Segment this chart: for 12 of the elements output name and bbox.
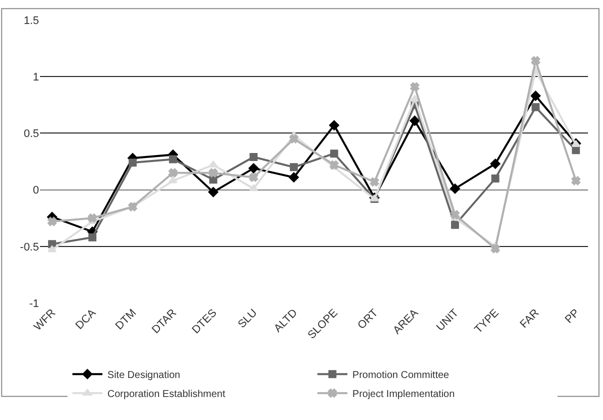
legend-label: Site Designation xyxy=(107,370,180,381)
y-tick-label: -1 xyxy=(29,298,39,310)
legend-label: Promotion Committee xyxy=(352,370,450,381)
y-tick-label: 1.5 xyxy=(24,14,39,27)
legend-label: Corporation Establishment xyxy=(107,389,226,400)
y-tick-label: 0.5 xyxy=(24,128,39,140)
x-tick-label: FAR xyxy=(518,306,542,331)
y-tick-label: 1 xyxy=(32,71,39,84)
y-tick-label: -0.5 xyxy=(20,241,39,254)
x-tick-label: PP xyxy=(563,307,582,326)
legend-label: Project Implementation xyxy=(352,389,455,400)
y-tick-label: 0 xyxy=(32,184,39,197)
